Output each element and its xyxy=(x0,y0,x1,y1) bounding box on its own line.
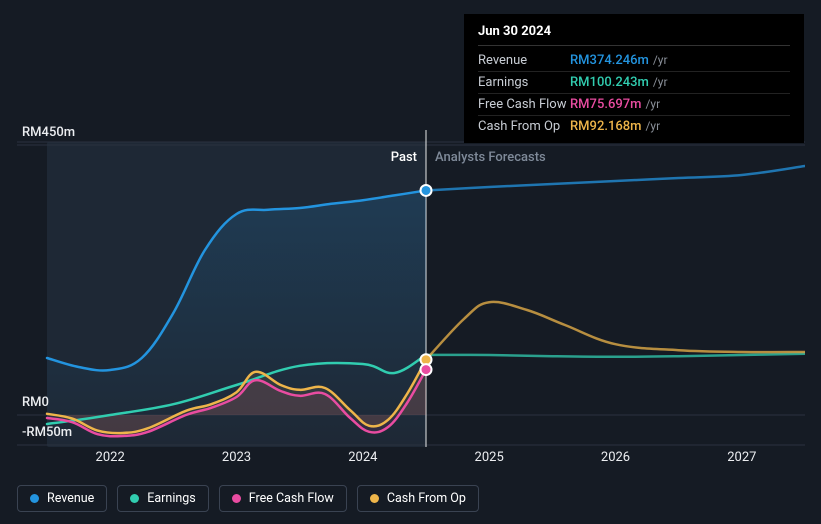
legend-dot-icon xyxy=(370,494,379,503)
tooltip-series-label: Cash From Op xyxy=(478,119,570,134)
tooltip-row: EarningsRM100.243m/yr xyxy=(478,72,790,94)
region-label-forecast: Analysts Forecasts xyxy=(435,150,546,165)
tooltip-series-label: Earnings xyxy=(478,75,570,90)
tooltip-series-value: RM92.168m xyxy=(570,119,641,134)
tooltip-date: Jun 30 2024 xyxy=(478,24,790,46)
chart-legend: Revenue Earnings Free Cash Flow Cash From O… xyxy=(17,485,479,512)
legend-dot-icon xyxy=(232,494,241,503)
x-axis-tick: 2024 xyxy=(348,450,377,465)
x-axis-tick: 2025 xyxy=(475,450,504,465)
chart-tooltip: Jun 30 2024 RevenueRM374.246m/yrEarnings… xyxy=(464,14,804,143)
tooltip-series-value: RM374.246m xyxy=(570,53,649,68)
legend-label: Earnings xyxy=(147,491,195,506)
tooltip-row: Cash From OpRM92.168m/yr xyxy=(478,116,790,137)
y-axis-label: RM450m xyxy=(22,125,75,140)
tooltip-series-label: Free Cash Flow xyxy=(478,97,570,112)
tooltip-series-unit: /yr xyxy=(645,119,660,133)
tooltip-row: Free Cash FlowRM75.697m/yr xyxy=(478,94,790,116)
legend-label: Revenue xyxy=(47,491,94,506)
legend-item-revenue[interactable]: Revenue xyxy=(17,485,107,512)
tooltip-series-unit: /yr xyxy=(653,53,668,67)
region-label-past: Past xyxy=(391,150,417,165)
x-axis-tick: 2023 xyxy=(222,450,251,465)
tooltip-series-label: Revenue xyxy=(478,53,570,68)
x-axis-tick: 2022 xyxy=(96,450,125,465)
legend-label: Cash From Op xyxy=(387,491,466,506)
y-axis-label: -RM50m xyxy=(22,425,72,440)
tooltip-series-value: RM100.243m xyxy=(570,75,649,90)
tooltip-row: RevenueRM374.246m/yr xyxy=(478,50,790,72)
legend-item-cash-from-op[interactable]: Cash From Op xyxy=(357,485,479,512)
legend-dot-icon xyxy=(130,494,139,503)
legend-label: Free Cash Flow xyxy=(249,491,334,506)
legend-item-free-cash-flow[interactable]: Free Cash Flow xyxy=(219,485,347,512)
y-axis-label: RM0 xyxy=(22,395,49,410)
legend-dot-icon xyxy=(30,494,39,503)
tooltip-series-unit: /yr xyxy=(645,97,660,111)
x-axis-tick: 2026 xyxy=(601,450,630,465)
tooltip-series-unit: /yr xyxy=(653,75,668,89)
tooltip-series-value: RM75.697m xyxy=(570,97,641,112)
legend-item-earnings[interactable]: Earnings xyxy=(117,485,208,512)
x-axis-tick: 2027 xyxy=(727,450,756,465)
